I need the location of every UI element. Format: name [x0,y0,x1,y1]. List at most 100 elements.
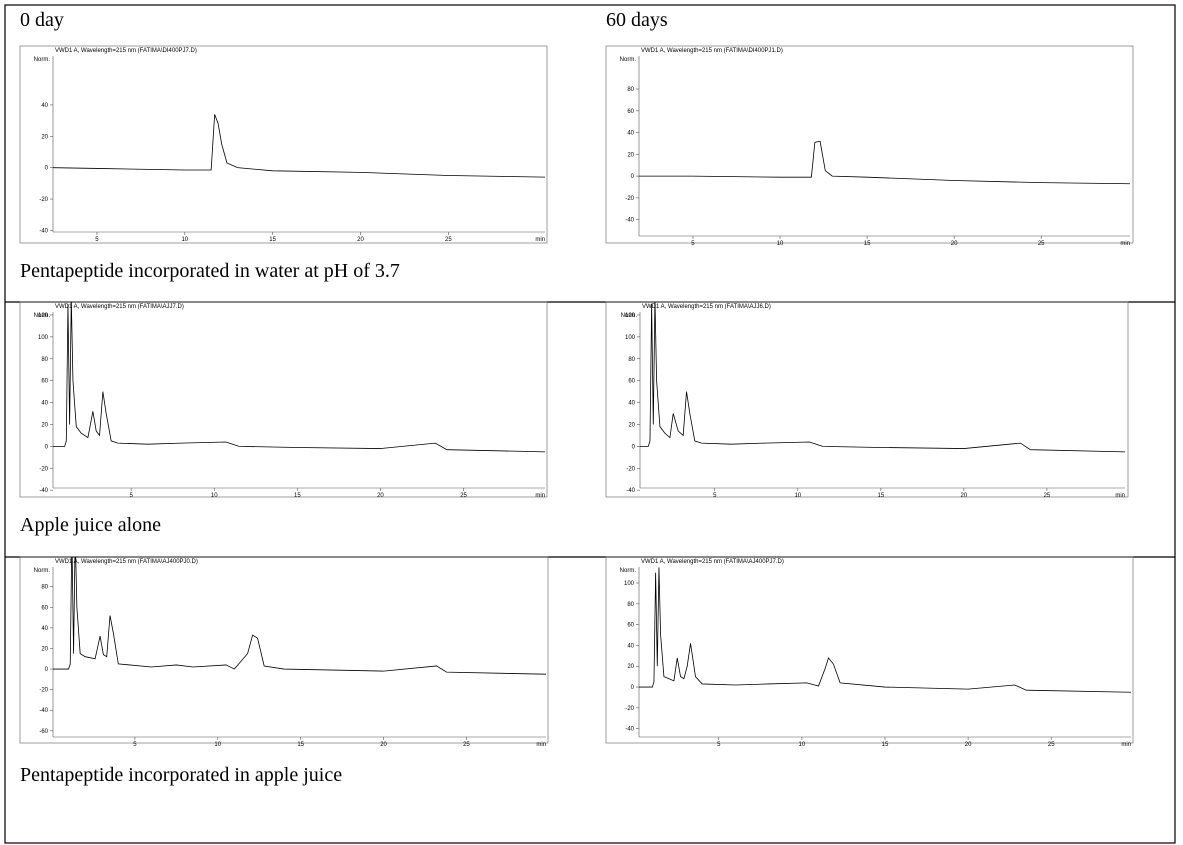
y-tick-label: 20 [41,422,48,428]
chart-frame [19,45,548,244]
y-axis-label: Norm. [34,57,51,63]
y-axis-label: Norm. [34,313,51,319]
x-tick-label: 5 [713,493,717,499]
x-tick-label: 10 [799,742,806,748]
y-tick-label: 20 [41,646,48,652]
y-tick-label: -40 [39,708,48,714]
y-tick-label: -40 [625,727,634,733]
y-tick-label: -20 [39,688,48,694]
x-tick-label: 15 [864,241,871,247]
y-tick-label: 80 [41,357,48,363]
x-tick-label: 10 [794,493,801,499]
chart-frame [605,45,1134,244]
chromatogram: VWD1 A, Wavelength=215 nm (FATIMA\AJ400P… [19,556,549,748]
y-tick-label: 20 [627,664,634,670]
y-tick-label: 20 [627,152,634,158]
y-tick-label: 60 [627,109,634,115]
x-axis-label: min [1115,493,1125,499]
chromatogram: VWD1 A, Wavelength=215 nm (FATIMA\AJ400P… [605,556,1134,748]
chromatogram: VWD1 A, Wavelength=215 nm (FATIMA\DI400P… [19,45,548,244]
y-axis-label: Norm. [34,568,51,574]
x-tick-label: 15 [882,742,889,748]
y-tick-label: 0 [45,166,49,172]
trace [639,140,1130,185]
y-tick-label: 40 [41,401,48,407]
x-axis-label: min [535,237,545,243]
chart-title: VWD1 A, Wavelength=215 nm (FATIMA\AJ400P… [55,559,198,565]
y-axis-label: Norm. [621,313,638,319]
row-caption: Apple juice alone [20,514,161,536]
y-tick-label: 20 [628,422,635,428]
x-tick-label: 10 [777,241,784,247]
x-tick-label: 10 [211,493,218,499]
y-tick-label: 0 [631,685,635,691]
chart-title: VWD1 A, Wavelength=215 nm (FATIMA\AJJ7.D… [55,304,184,310]
chart-title: VWD1 A, Wavelength=215 nm (FATIMA\DI400P… [641,48,783,54]
x-tick-label: 20 [951,241,958,247]
x-tick-label: 20 [357,237,364,243]
trace [640,302,1125,453]
x-tick-label: 20 [961,493,968,499]
y-tick-label: 0 [631,174,635,180]
y-tick-label: 120 [625,313,636,319]
row-caption: Pentapeptide incorporated in apple juice [20,764,342,786]
x-axis-label: min [1121,742,1131,748]
trace [53,557,546,675]
x-tick-label: 25 [1048,742,1055,748]
y-tick-label: 80 [627,87,634,93]
y-tick-label: 60 [41,605,48,611]
y-tick-label: 40 [41,626,48,632]
x-tick-label: 25 [1038,241,1045,247]
x-tick-label: 5 [717,742,721,748]
y-tick-label: 80 [41,585,48,591]
y-tick-label: -20 [626,466,635,472]
charts: VWD1 A, Wavelength=215 nm (FATIMA\DI400P… [19,45,1134,748]
column-header: 0 day [20,9,64,31]
x-tick-label: 5 [133,742,137,748]
y-tick-label: -20 [39,197,48,203]
x-axis-label: min [536,742,546,748]
table-border [4,4,1176,844]
x-axis-label: min [1120,241,1130,247]
x-tick-label: 25 [1044,493,1051,499]
x-tick-label: 5 [691,241,695,247]
y-tick-label: -40 [625,218,634,224]
y-tick-label: 60 [628,379,635,385]
chart-frame [19,301,548,498]
y-tick-label: 0 [45,667,49,673]
trace [53,114,545,178]
y-tick-label: 60 [627,623,634,629]
x-axis-label: min [535,493,545,499]
y-tick-label: -40 [39,488,48,494]
chromatogram: VWD1 A, Wavelength=215 nm (FATIMA\DI400P… [605,45,1134,247]
x-tick-label: 5 [129,493,133,499]
x-tick-label: 10 [181,237,188,243]
y-tick-label: -20 [39,466,48,472]
x-tick-label: 15 [877,493,884,499]
y-tick-label: -60 [39,729,48,735]
x-tick-label: 25 [463,742,470,748]
y-tick-label: -20 [625,196,634,202]
y-tick-label: 80 [627,602,634,608]
chart-title: VWD1 A, Wavelength=215 nm (FATIMA\DI400P… [55,48,197,54]
x-tick-label: 15 [294,493,301,499]
y-tick-label: 20 [41,134,48,140]
x-tick-label: 15 [297,742,304,748]
y-tick-label: 40 [627,131,634,137]
chart-frame [605,301,1129,498]
y-tick-label: 60 [41,379,48,385]
y-tick-label: 40 [627,643,634,649]
x-tick-label: 25 [445,237,452,243]
x-tick-label: 20 [965,742,972,748]
trace [53,302,545,453]
x-tick-label: 5 [95,237,99,243]
y-tick-label: 100 [625,335,636,341]
y-tick-label: -20 [625,706,634,712]
x-tick-label: 15 [269,237,276,243]
y-tick-label: 120 [38,313,49,319]
y-axis-label: Norm. [620,57,637,63]
y-tick-label: -40 [39,228,48,234]
x-tick-label: 20 [380,742,387,748]
chromatogram: VWD1 A, Wavelength=215 nm (FATIMA\AJJ6.D… [605,301,1129,499]
